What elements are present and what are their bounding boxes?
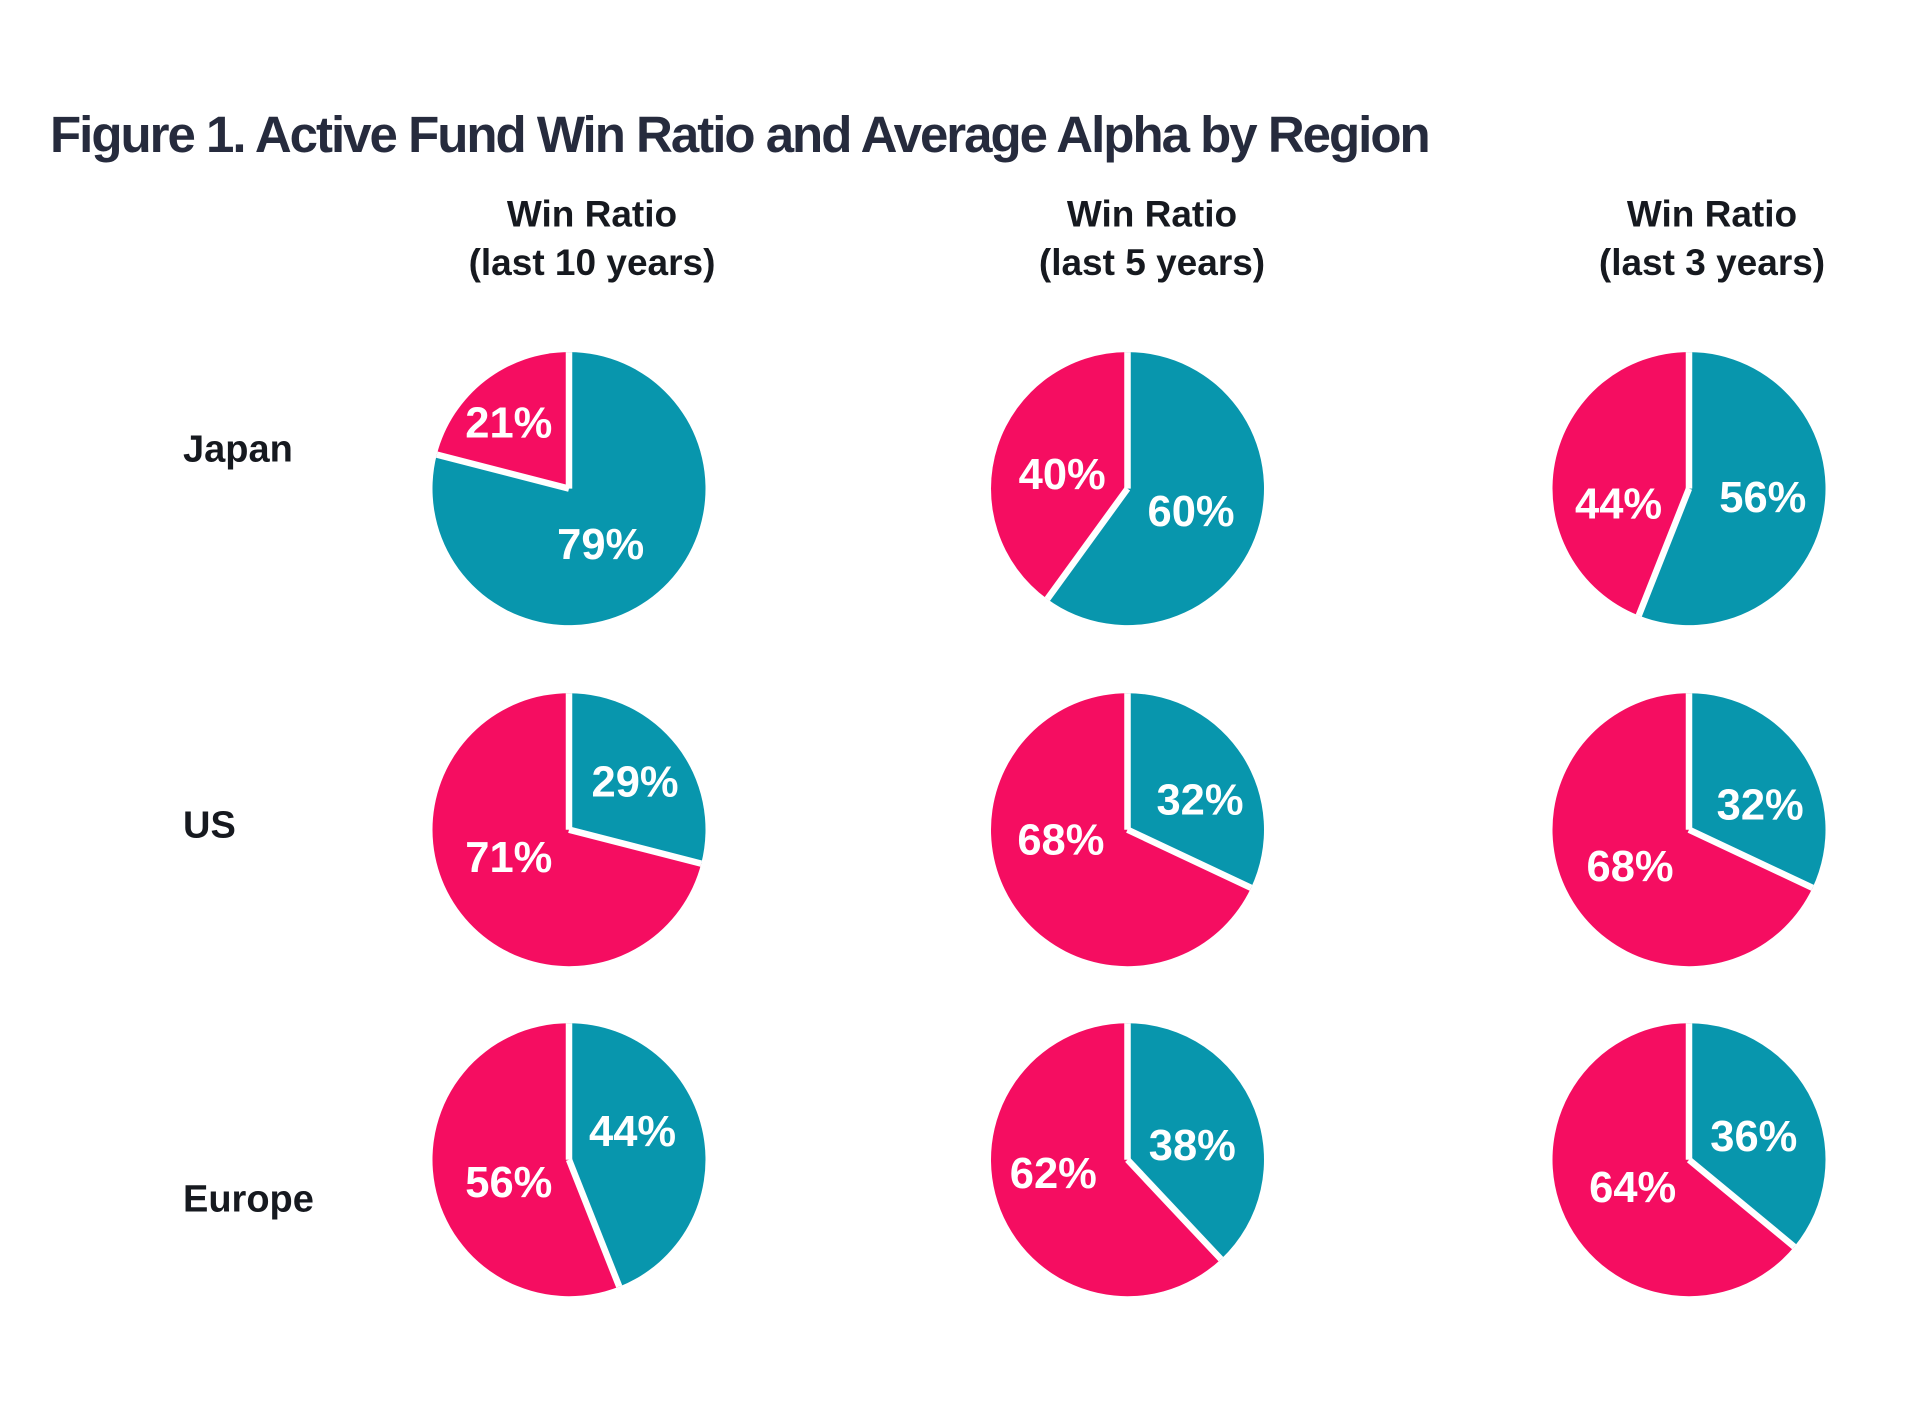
svg-text:Win Ratio: Win Ratio [1067, 194, 1237, 235]
svg-text:38%: 38% [1149, 1122, 1236, 1170]
svg-text:71%: 71% [465, 834, 552, 882]
svg-text:29%: 29% [592, 759, 679, 807]
svg-text:36%: 36% [1710, 1113, 1797, 1161]
svg-text:64%: 64% [1589, 1164, 1676, 1212]
svg-text:40%: 40% [1019, 451, 1106, 499]
svg-text:44%: 44% [1575, 480, 1662, 528]
svg-text:68%: 68% [1587, 843, 1674, 891]
svg-text:(last 10 years): (last 10 years) [469, 242, 716, 283]
svg-text:Win Ratio: Win Ratio [1627, 194, 1797, 235]
svg-text:32%: 32% [1156, 777, 1243, 825]
svg-text:Japan: Japan [183, 429, 293, 471]
svg-text:32%: 32% [1717, 782, 1804, 830]
svg-text:(last 5 years): (last 5 years) [1039, 242, 1265, 283]
svg-text:(last 3 years): (last 3 years) [1599, 242, 1825, 283]
svg-text:62%: 62% [1010, 1150, 1097, 1198]
svg-text:Figure 1. Active Fund Win Rati: Figure 1. Active Fund Win Ratio and Aver… [50, 106, 1429, 163]
svg-text:56%: 56% [1719, 474, 1806, 522]
svg-text:68%: 68% [1017, 817, 1104, 865]
svg-text:44%: 44% [589, 1108, 676, 1156]
svg-text:21%: 21% [465, 399, 552, 447]
svg-text:60%: 60% [1148, 488, 1235, 536]
svg-text:79%: 79% [557, 521, 644, 569]
svg-text:56%: 56% [465, 1159, 552, 1207]
svg-text:Europe: Europe [183, 1179, 314, 1221]
svg-text:Win Ratio: Win Ratio [507, 194, 677, 235]
svg-text:US: US [183, 805, 236, 847]
